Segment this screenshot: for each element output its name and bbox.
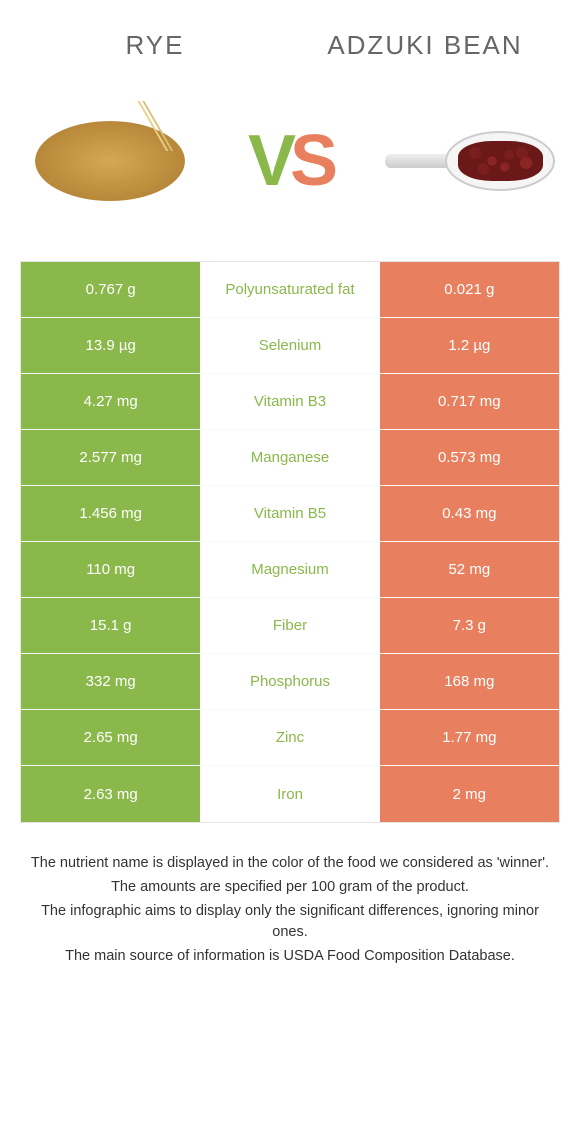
footer-notes: The nutrient name is displayed in the co… <box>0 823 580 990</box>
left-value: 13.9 µg <box>21 318 200 373</box>
table-row: 4.27 mgVitamin B30.717 mg <box>21 374 559 430</box>
nutrient-name: Magnesium <box>200 542 379 597</box>
nutrient-name: Zinc <box>200 710 379 765</box>
right-value: 0.717 mg <box>380 374 559 429</box>
right-food-title: Adzuki bean <box>290 30 560 61</box>
footer-line: The main source of information is USDA F… <box>30 946 550 968</box>
nutrient-name: Polyunsaturated fat <box>200 262 379 317</box>
right-value: 1.2 µg <box>380 318 559 373</box>
left-value: 110 mg <box>21 542 200 597</box>
left-value: 2.65 mg <box>21 710 200 765</box>
footer-line: The nutrient name is displayed in the co… <box>30 853 550 875</box>
spoon-icon <box>385 126 555 196</box>
nutrient-name: Vitamin B3 <box>200 374 379 429</box>
left-value: 4.27 mg <box>21 374 200 429</box>
left-value: 2.577 mg <box>21 430 200 485</box>
right-value: 0.573 mg <box>380 430 559 485</box>
left-value: 2.63 mg <box>21 766 200 822</box>
right-value: 0.43 mg <box>380 486 559 541</box>
rye-image <box>20 101 200 221</box>
vs-v: V <box>248 120 290 202</box>
table-row: 2.65 mgZinc1.77 mg <box>21 710 559 766</box>
vs-s: S <box>290 120 332 202</box>
right-value: 0.021 g <box>380 262 559 317</box>
vs-label: V S <box>248 120 332 202</box>
nutrient-table: 0.767 gPolyunsaturated fat0.021 g13.9 µg… <box>20 261 560 823</box>
footer-line: The amounts are specified per 100 gram o… <box>30 877 550 899</box>
table-row: 15.1 gFiber7.3 g <box>21 598 559 654</box>
table-row: 13.9 µgSelenium1.2 µg <box>21 318 559 374</box>
nutrient-name: Vitamin B5 <box>200 486 379 541</box>
right-value: 2 mg <box>380 766 559 822</box>
table-row: 332 mgPhosphorus168 mg <box>21 654 559 710</box>
rye-icon <box>35 121 185 201</box>
right-value: 7.3 g <box>380 598 559 653</box>
hero-row: V S <box>0 71 580 261</box>
left-value: 15.1 g <box>21 598 200 653</box>
nutrient-name: Fiber <box>200 598 379 653</box>
table-row: 0.767 gPolyunsaturated fat0.021 g <box>21 262 559 318</box>
right-value: 1.77 mg <box>380 710 559 765</box>
table-row: 2.63 mgIron2 mg <box>21 766 559 822</box>
left-value: 0.767 g <box>21 262 200 317</box>
footer-line: The infographic aims to display only the… <box>30 901 550 945</box>
nutrient-name: Selenium <box>200 318 379 373</box>
nutrient-name: Manganese <box>200 430 379 485</box>
left-value: 332 mg <box>21 654 200 709</box>
header: Rye Adzuki bean <box>0 0 580 71</box>
right-value: 168 mg <box>380 654 559 709</box>
right-value: 52 mg <box>380 542 559 597</box>
table-row: 1.456 mgVitamin B50.43 mg <box>21 486 559 542</box>
nutrient-name: Iron <box>200 766 379 822</box>
left-value: 1.456 mg <box>21 486 200 541</box>
nutrient-name: Phosphorus <box>200 654 379 709</box>
table-row: 2.577 mgManganese0.573 mg <box>21 430 559 486</box>
table-row: 110 mgMagnesium52 mg <box>21 542 559 598</box>
left-food-title: Rye <box>20 30 290 61</box>
adzuki-image <box>380 101 560 221</box>
